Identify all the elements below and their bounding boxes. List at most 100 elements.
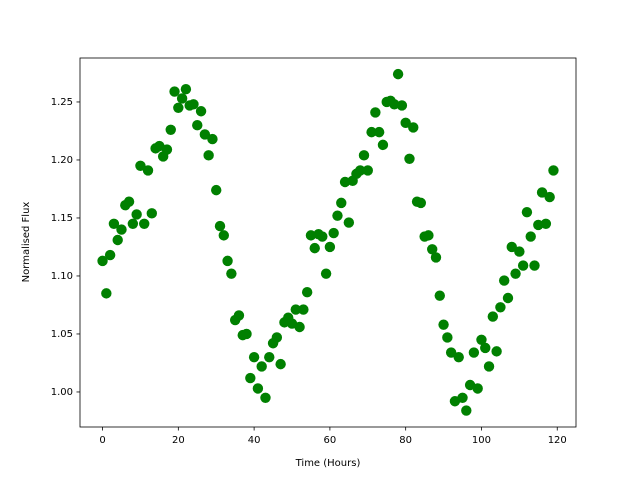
data-point xyxy=(252,383,264,394)
data-point xyxy=(540,218,552,229)
data-point xyxy=(108,218,120,229)
data-point xyxy=(377,139,389,151)
data-point xyxy=(214,220,226,232)
data-point xyxy=(176,93,188,104)
data-point xyxy=(536,187,548,198)
x-tick-label: 120 xyxy=(548,435,567,446)
data-point xyxy=(135,160,146,171)
axes-frame xyxy=(79,57,577,428)
data-point xyxy=(161,144,173,155)
data-point xyxy=(101,288,112,299)
data-point xyxy=(517,260,529,271)
data-point xyxy=(529,260,540,271)
data-point xyxy=(430,252,442,263)
data-point xyxy=(309,242,320,254)
data-point xyxy=(324,241,336,253)
data-point xyxy=(438,319,449,330)
data-point xyxy=(248,351,260,363)
data-point xyxy=(370,107,381,118)
data-point xyxy=(97,255,108,267)
data-point xyxy=(480,342,491,354)
data-point xyxy=(233,310,245,321)
data-point xyxy=(355,165,366,176)
data-point xyxy=(165,124,176,136)
data-point xyxy=(298,304,309,315)
data-point xyxy=(131,209,142,220)
data-point xyxy=(222,255,233,267)
data-point xyxy=(173,102,184,113)
data-point xyxy=(514,246,525,257)
y-tick-label: 1.10 xyxy=(51,271,73,282)
data-point xyxy=(207,133,218,145)
data-point xyxy=(127,218,139,229)
data-point xyxy=(457,392,468,403)
data-point xyxy=(525,231,536,242)
data-point xyxy=(495,302,506,313)
y-tick-label: 1.20 xyxy=(51,155,73,166)
data-point xyxy=(146,208,158,219)
data-point xyxy=(487,311,499,322)
data-point xyxy=(116,224,127,235)
data-point xyxy=(245,372,256,384)
data-point xyxy=(396,100,408,111)
data-point xyxy=(472,383,483,394)
data-point xyxy=(112,234,123,246)
y-axis-label: Normalised Flux xyxy=(21,202,32,283)
data-point xyxy=(226,268,237,279)
data-point xyxy=(290,304,301,315)
data-point xyxy=(188,99,199,110)
data-point xyxy=(521,206,533,218)
x-tick-label: 100 xyxy=(472,435,491,446)
data-point xyxy=(104,249,116,261)
data-point xyxy=(491,346,502,357)
data-point xyxy=(199,129,211,140)
data-point xyxy=(142,165,154,176)
data-point xyxy=(358,150,370,161)
data-point xyxy=(317,231,328,242)
data-point xyxy=(476,334,487,345)
data-point xyxy=(404,153,415,165)
data-point xyxy=(264,351,275,363)
data-point xyxy=(320,268,332,279)
y-tick-label: 1.00 xyxy=(51,387,73,398)
data-point xyxy=(218,230,229,241)
data-point xyxy=(192,119,203,131)
data-point xyxy=(241,328,252,340)
data-point xyxy=(275,358,286,370)
x-tick-label: 60 xyxy=(324,435,337,446)
data-point xyxy=(343,217,355,228)
data-point xyxy=(510,268,521,279)
data-point xyxy=(256,361,267,372)
data-point xyxy=(366,126,377,138)
data-point xyxy=(362,165,373,176)
data-point xyxy=(423,230,434,241)
data-point xyxy=(461,405,472,416)
data-point xyxy=(180,84,192,95)
data-point xyxy=(123,196,135,207)
data-point xyxy=(392,68,404,80)
data-point xyxy=(332,210,343,221)
x-tick-label: 40 xyxy=(248,435,261,446)
data-point xyxy=(328,227,339,239)
x-axis-label: Time (Hours) xyxy=(295,458,361,469)
x-tick-label: 20 xyxy=(172,435,185,446)
data-point xyxy=(400,117,411,129)
y-tick-label: 1.25 xyxy=(51,97,73,108)
data-point xyxy=(169,86,180,97)
data-point xyxy=(195,106,207,117)
data-point xyxy=(415,197,427,209)
data-point xyxy=(271,332,283,343)
data-point xyxy=(544,191,555,203)
data-point xyxy=(294,321,305,333)
data-point xyxy=(483,361,495,372)
data-point xyxy=(453,351,464,363)
data-point xyxy=(498,275,510,286)
data-point xyxy=(211,184,222,196)
y-tick-label: 1.15 xyxy=(51,213,73,224)
y-tick-label: 1.05 xyxy=(51,329,73,340)
data-point xyxy=(502,292,514,304)
data-point xyxy=(548,165,559,176)
x-tick-label: 80 xyxy=(399,435,412,446)
data-point xyxy=(442,332,453,343)
